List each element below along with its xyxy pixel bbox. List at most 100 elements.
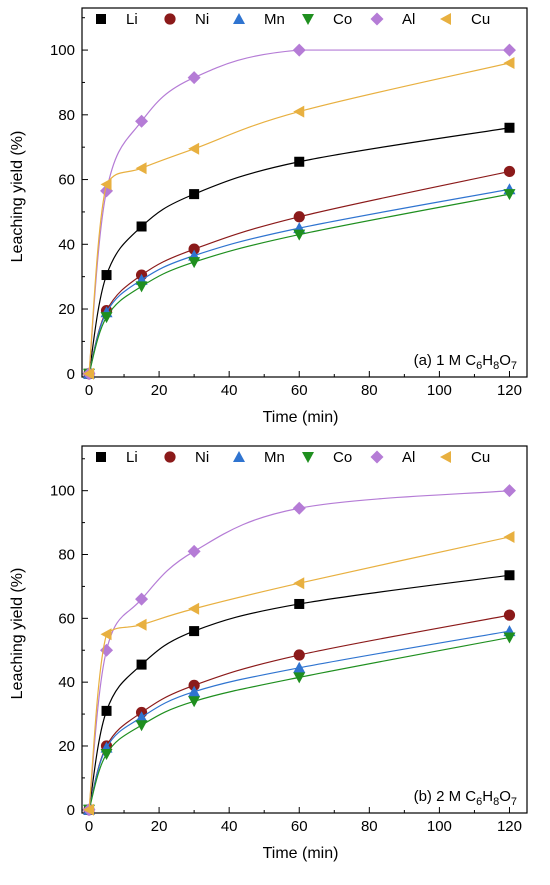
fit-line-li: [88, 574, 510, 810]
legend-label-mn: Mn: [264, 449, 285, 466]
y-tick-label: 60: [58, 610, 75, 627]
data-point-li: [504, 570, 515, 581]
data-point-co: [293, 672, 306, 684]
y-axis-title: Leaching yield (%): [9, 568, 26, 700]
data-point-ni: [503, 165, 516, 178]
data-point-mn: [293, 661, 306, 673]
annotation-text: H: [482, 352, 493, 369]
y-tick-label: 20: [58, 301, 75, 318]
panel-annotation: (a) 1 M C6H8O7: [414, 352, 517, 372]
data-point-al: [187, 71, 201, 85]
x-tick-label: 120: [497, 382, 522, 399]
data-point-ni: [188, 243, 200, 255]
y-tick-label: 40: [58, 674, 75, 691]
legend-label-al: Al: [402, 449, 415, 466]
data-point-co: [188, 696, 201, 708]
legend-marker-li: [96, 14, 106, 24]
y-tick-label: 80: [58, 547, 75, 564]
data-point-cu: [135, 162, 147, 175]
data-point-li: [189, 626, 200, 637]
data-point-co: [293, 229, 306, 241]
annotation-text: H: [482, 788, 493, 805]
annotation-subscript: 8: [493, 360, 499, 372]
data-point-mn: [188, 685, 201, 697]
x-tick-label: 0: [85, 818, 93, 835]
legend-label-li: Li: [126, 449, 138, 466]
annotation-subscript: 6: [476, 796, 482, 808]
legend-marker-al: [370, 12, 384, 26]
annotation-text: O: [499, 788, 511, 805]
data-point-li: [136, 659, 147, 670]
panel-annotation: (b) 2 M C6H8O7: [414, 788, 517, 808]
y-tick-label: 0: [67, 802, 75, 819]
x-tick-label: 40: [221, 382, 238, 399]
y-tick-label: 100: [50, 483, 75, 500]
data-point-co: [135, 720, 148, 732]
fit-line-cu: [88, 536, 510, 810]
data-point-al: [135, 114, 149, 128]
data-point-li: [504, 122, 515, 133]
data-point-cu: [100, 628, 112, 641]
y-tick-label: 60: [58, 172, 75, 189]
x-axis-title: Time (min): [263, 409, 339, 426]
legend-marker-li: [96, 452, 106, 462]
data-point-al: [187, 544, 201, 558]
annotation-subscript: 7: [511, 796, 517, 808]
legend-label-ni: Ni: [195, 449, 209, 466]
legend-marker-mn: [233, 451, 245, 462]
plot-frame: [81, 445, 528, 814]
x-tick-label: 20: [151, 382, 168, 399]
legend-label-co: Co: [333, 11, 352, 28]
legend-marker-co: [302, 452, 314, 463]
data-point-li: [101, 270, 112, 281]
x-tick-label: 40: [221, 818, 238, 835]
data-point-cu: [293, 105, 305, 118]
data-point-co: [503, 189, 516, 201]
legend-label-co: Co: [333, 449, 352, 466]
legend-marker-ni: [164, 451, 176, 463]
data-point-co: [503, 632, 516, 644]
annotation-subscript: 7: [511, 360, 517, 372]
panel-a-chart: 0 20 40 60 80 100 120 0 20 40 60 80 100 Time (min) Lea…: [9, 7, 528, 426]
data-point-co: [100, 748, 113, 760]
x-tick-label: 100: [427, 818, 452, 835]
x-tick-label: 80: [361, 382, 378, 399]
y-tick-label: 40: [58, 236, 75, 253]
data-point-li: [294, 156, 305, 167]
data-point-al: [292, 501, 306, 515]
legend-label-al: Al: [402, 11, 415, 28]
x-tick-label: 60: [291, 818, 308, 835]
x-axis-title: Time (min): [263, 845, 339, 862]
legend-marker-cu: [440, 451, 451, 463]
data-point-cu: [100, 178, 112, 191]
panel-b-chart: 0 20 40 60 80 100 120 0 20 40 60 80 100 Time (min) Lea…: [9, 445, 528, 862]
x-tick-label: 120: [497, 818, 522, 835]
x-tick-label: 60: [291, 382, 308, 399]
annotation-subscript: 6: [476, 360, 482, 372]
data-point-li: [101, 705, 112, 716]
annotation-text: (b) 2 M C: [414, 788, 477, 805]
legend-marker-al: [370, 450, 384, 464]
annotation-text: (a) 1 M C: [414, 352, 477, 369]
data-point-cu: [83, 803, 95, 816]
data-point-al: [135, 592, 149, 606]
data-point-co: [100, 312, 113, 324]
data-point-mn: [135, 711, 148, 723]
legend-label-ni: Ni: [195, 11, 209, 28]
data-point-ni: [188, 679, 200, 691]
data-point-cu: [188, 142, 200, 155]
data-point-cu: [503, 530, 515, 543]
data-point-co: [188, 257, 201, 269]
legend-label-mn: Mn: [264, 11, 285, 28]
data-point-cu: [188, 602, 200, 615]
data-point-cu: [293, 577, 305, 590]
data-point-al: [502, 43, 516, 57]
data-point-cu: [503, 57, 515, 70]
legend-label-li: Li: [126, 11, 138, 28]
y-tick-label: 20: [58, 738, 75, 755]
legend-marker-co: [302, 14, 314, 25]
data-point-ni: [503, 609, 516, 621]
legend-marker-mn: [233, 13, 245, 24]
data-point-co: [135, 281, 148, 293]
y-tick-label: 100: [50, 42, 75, 59]
